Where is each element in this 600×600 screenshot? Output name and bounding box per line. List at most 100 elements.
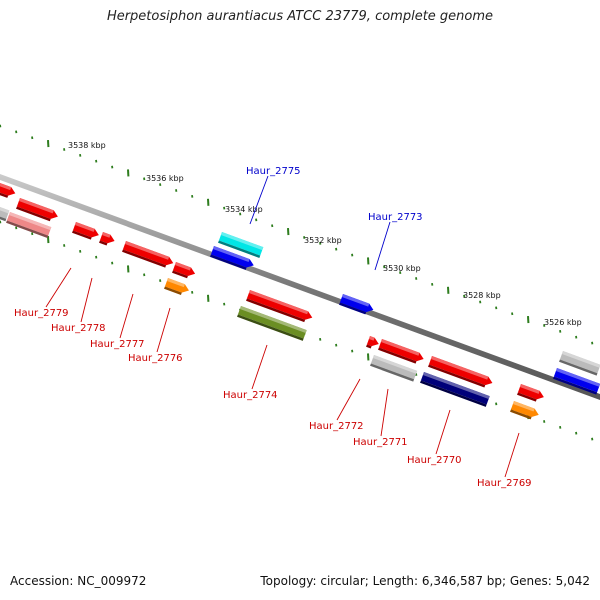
- gene-highlight: [220, 232, 264, 251]
- gene-leader-line: [119, 293, 134, 339]
- gene-shadow: [420, 380, 487, 407]
- gene-leader-line: [380, 388, 389, 437]
- gene-feature: [210, 246, 254, 270]
- gene-highlight: [8, 212, 52, 231]
- tick-label: 3532 kbp: [304, 236, 342, 245]
- gene-feature: [0, 183, 16, 198]
- genome-backbone: [0, 174, 600, 400]
- gene-leader-line: [374, 221, 391, 271]
- gene-feature: [420, 372, 490, 407]
- gene-leader-line: [249, 175, 269, 225]
- gene-feature: [553, 368, 600, 395]
- page-title: Herpetosiphon aurantiacus ATCC 23779, co…: [106, 9, 494, 24]
- gene-feature: [370, 355, 418, 382]
- gene-features: [0, 183, 600, 420]
- gene-feature: [237, 306, 307, 341]
- gene-label[interactable]: Haur_2777: [90, 339, 145, 350]
- gene-leader-line: [80, 277, 93, 323]
- gene-highlight: [512, 401, 535, 412]
- gene-feature: [99, 232, 115, 246]
- gene-shadow: [172, 270, 188, 279]
- gene-label[interactable]: Haur_2775: [246, 166, 301, 177]
- tick-labels: 3538 kbp 3536 kbp 3534 kbp 3532 kbp 3530 kbp…: [68, 141, 582, 327]
- gene-highlight: [239, 306, 307, 334]
- gene-feature: [0, 207, 10, 222]
- gene-highlight: [212, 246, 250, 263]
- gene-highlight: [174, 262, 192, 271]
- gene-shadow: [72, 230, 92, 240]
- gene-shadow: [6, 220, 49, 238]
- gene-highlight: [422, 372, 490, 400]
- gene-feature: [72, 222, 99, 240]
- gene-shadow: [378, 347, 417, 364]
- gene-leader-line: [336, 378, 361, 421]
- gene-feature: [6, 212, 52, 238]
- tick-label: 3536 kbp: [146, 174, 184, 183]
- gene-highlight: [430, 356, 489, 380]
- gene-label[interactable]: Haur_2772: [309, 421, 364, 432]
- gene-highlight: [380, 339, 420, 356]
- gene-shadow: [559, 359, 598, 376]
- gene-shadow: [553, 376, 598, 395]
- gene-shadow: [517, 392, 537, 402]
- gene-highlight: [555, 368, 600, 387]
- gene-highlight: [248, 290, 309, 315]
- gene-highlight: [18, 198, 54, 214]
- gene-shadow: [0, 191, 9, 198]
- gene-feature: [218, 232, 264, 258]
- gene-feature: [172, 262, 196, 279]
- gene-shadow: [246, 298, 306, 323]
- gene-feature: [559, 351, 600, 376]
- gene-feature: [378, 339, 424, 364]
- tick-label: 3528 kbp: [463, 291, 501, 300]
- tick-label: 3538 kbp: [68, 141, 106, 150]
- gene-label[interactable]: Haur_2773: [368, 212, 423, 223]
- gene-highlight: [368, 336, 375, 341]
- gene-leader-line: [251, 344, 268, 390]
- gene-shadow: [164, 286, 182, 295]
- gene-highlight: [561, 351, 600, 368]
- gene-feature: [339, 294, 374, 315]
- gene-shadow: [16, 206, 51, 222]
- gene-highlight: [372, 355, 418, 374]
- gene-leader-line: [435, 409, 451, 455]
- tick-row-outer: [0, 124, 594, 345]
- gene-feature: [246, 290, 313, 323]
- gene-shadow: [99, 240, 108, 246]
- gene-shadow: [237, 314, 304, 341]
- gene-feature: [122, 241, 174, 268]
- accession-text: Accession: NC_009972: [10, 574, 147, 588]
- gene-shadow: [0, 215, 7, 222]
- gene-feature: [164, 278, 189, 295]
- gene-label[interactable]: Haur_2769: [477, 478, 532, 489]
- topology-text: Topology: circular; Length: 6,346,587 bp…: [260, 574, 590, 588]
- gene-label[interactable]: Haur_2778: [51, 323, 106, 334]
- gene-shadow: [210, 254, 247, 270]
- gene-feature: [510, 401, 539, 420]
- gene-highlight: [0, 183, 12, 191]
- gene-label[interactable]: Haur_2779: [14, 308, 69, 319]
- gene-highlight: [74, 222, 95, 232]
- gene-highlight: [341, 294, 370, 307]
- gene-feature: [517, 384, 544, 402]
- gene-label[interactable]: Haur_2770: [407, 455, 462, 466]
- gene-leader-line: [45, 267, 72, 308]
- tick-label: 3534 kbp: [225, 205, 263, 214]
- gene-highlight: [0, 207, 10, 214]
- gene-labels: Haur_2775 Haur_2773 Haur_2779 Haur_2778 Haur…: [14, 166, 532, 489]
- gene-highlight: [124, 241, 170, 260]
- gene-shadow: [122, 249, 167, 268]
- gene-leader-line: [156, 307, 171, 353]
- gene-highlight: [519, 384, 540, 394]
- gene-label[interactable]: Haur_2771: [353, 437, 408, 448]
- gene-label[interactable]: Haur_2776: [128, 353, 183, 364]
- gene-shadow: [428, 364, 486, 388]
- gene-shadow: [370, 363, 415, 382]
- gene-feature: [428, 356, 493, 388]
- gene-feature: [366, 336, 379, 349]
- gene-leader-line: [504, 432, 520, 478]
- gene-shadow: [510, 409, 532, 420]
- gene-label[interactable]: Haur_2774: [223, 390, 278, 401]
